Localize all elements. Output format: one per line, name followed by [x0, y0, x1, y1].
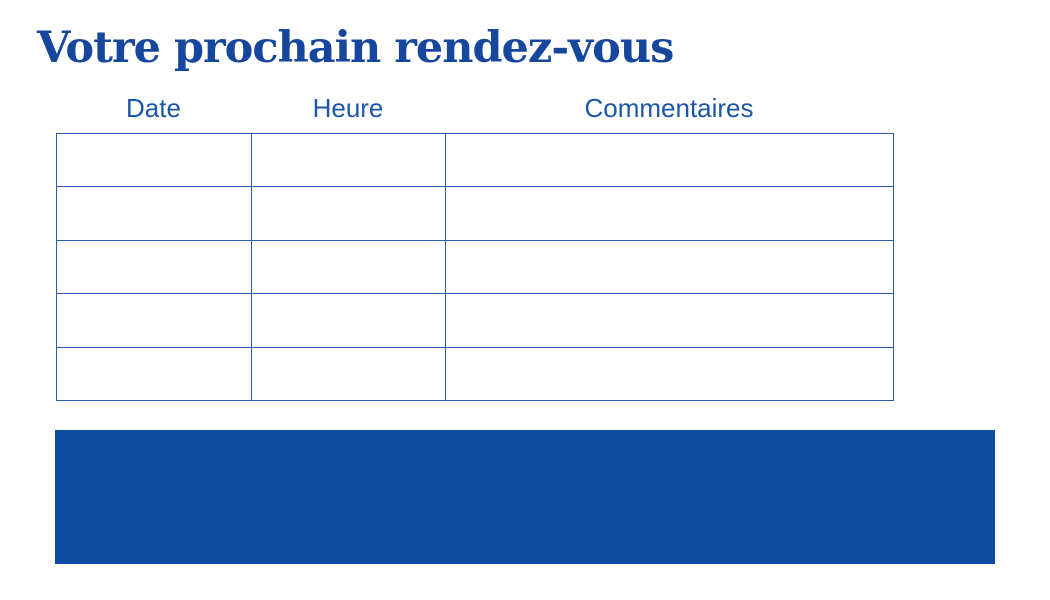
table-cell [56, 239, 252, 295]
table-header-row: Date Heure Commentaires [56, 93, 893, 124]
table-row [56, 293, 894, 348]
table-row [56, 186, 894, 241]
table-row [56, 239, 894, 295]
column-header-commentaires: Commentaires [584, 93, 754, 123]
table-cell [251, 132, 446, 188]
table-cell [56, 186, 252, 241]
table-row [56, 132, 894, 188]
table-cell [445, 186, 894, 241]
table-cell [251, 186, 446, 241]
appointments-table-body [56, 132, 894, 401]
appointments-section: Date Heure Commentaires [56, 93, 894, 401]
table-cell [56, 132, 252, 188]
table-cell [445, 346, 894, 401]
column-header-heure: Heure [312, 93, 384, 123]
table-cell [445, 293, 894, 348]
table-cell [56, 293, 252, 348]
page-title: Votre prochain rendez-vous [37, 23, 674, 73]
appointments-table [56, 132, 894, 401]
table-cell [251, 346, 446, 401]
column-header-date: Date [126, 93, 181, 123]
footer-banner [55, 430, 995, 564]
table-cell [56, 346, 252, 401]
table-cell [445, 239, 894, 295]
table-cell [445, 132, 894, 188]
table-cell [251, 293, 446, 348]
table-cell [251, 239, 446, 295]
table-row [56, 346, 894, 401]
